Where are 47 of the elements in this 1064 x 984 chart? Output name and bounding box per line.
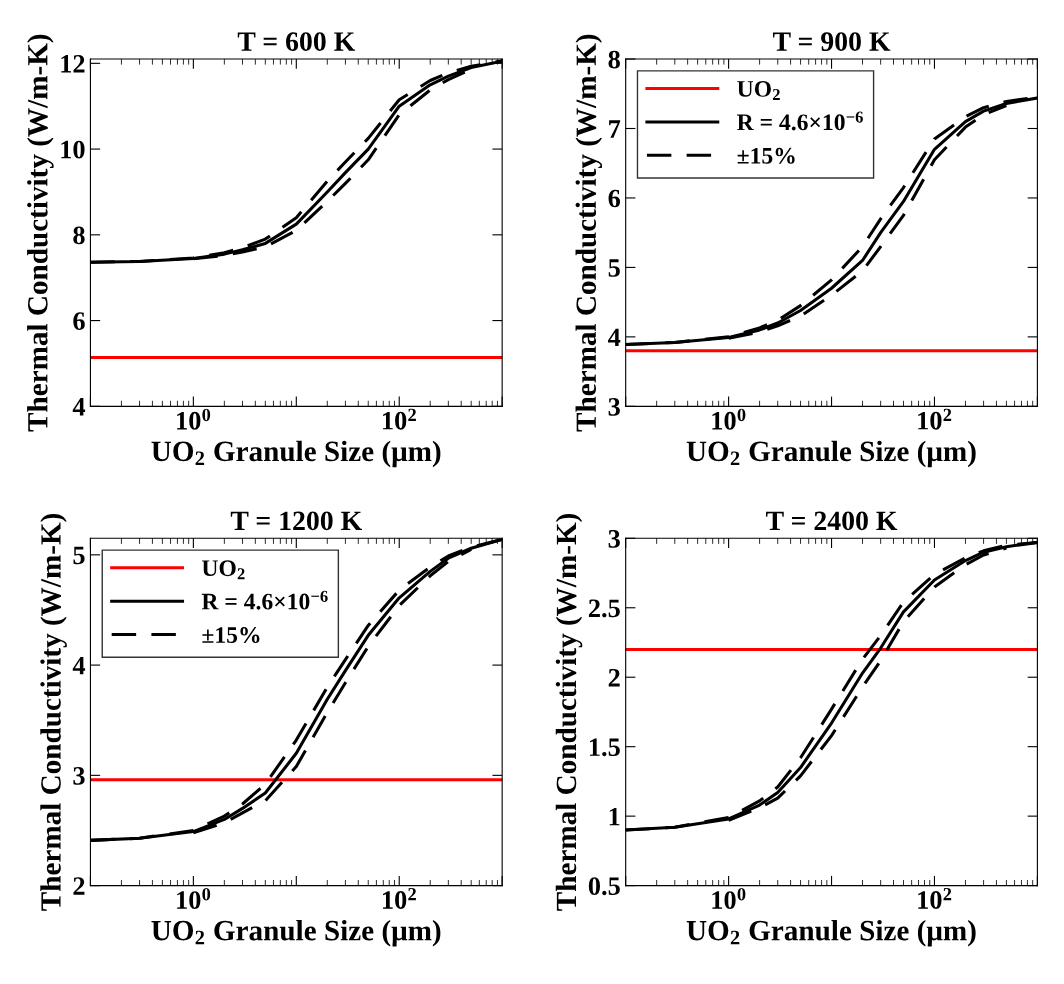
x-tick-label: 10$^{2}$ — [383, 887, 416, 909]
legend-label: ±15% — [202, 627, 260, 644]
legend-label: UO$_{2}$ — [737, 81, 780, 100]
y-tick-label: 8 — [608, 50, 620, 69]
chart-title: T = 900 K — [772, 32, 891, 51]
x-tick-label: 10$^{0}$ — [177, 887, 211, 909]
x-axis-title: UO$_{2}$ Granule Size (μm) — [151, 440, 441, 468]
y-tick-label: 5 — [73, 546, 85, 565]
x-tick-label: 10$^{0}$ — [712, 408, 746, 430]
legend-label: R = 4.6×10$^{−6}$ — [737, 111, 863, 131]
y-tick-label: 3 — [608, 529, 620, 548]
y-tick-label: 6 — [608, 189, 621, 208]
y-tick-label: 7 — [609, 120, 621, 138]
legend-label: ±15% — [737, 147, 795, 164]
x-axis-title: UO$_{2}$ Granule Size (μm) — [686, 919, 976, 947]
x-tick-label: 10$^{0}$ — [177, 408, 211, 430]
y-tick-label: 12 — [61, 55, 85, 73]
y-tick-label: 5 — [608, 259, 620, 277]
y-tick-label: 3 — [608, 398, 620, 416]
legend-label: UO$_{2}$ — [202, 560, 245, 580]
y-tick-label: 2 — [73, 877, 85, 895]
y-tick-label: 0.5 — [588, 877, 620, 896]
y-tick-label: 4 — [607, 328, 621, 347]
y-tick-label: 4 — [72, 656, 86, 675]
y-tick-label: 3 — [73, 767, 85, 785]
y-tick-label: 2 — [608, 668, 620, 687]
x-tick-label: 10$^{2}$ — [918, 408, 952, 430]
y-tick-label: 1.5 — [589, 738, 620, 757]
y-axis-title: Thermal Conductivity (W/m-K) — [555, 513, 583, 911]
x-axis-title: UO$_{2}$ Granule Size (μm) — [151, 919, 441, 947]
y-tick-label: 2.5 — [588, 599, 620, 618]
chart-title: T = 1200 K — [230, 511, 363, 531]
x-axis-title: UO$_{2}$ Granule Size (μm) — [686, 440, 976, 468]
x-tick-label: 10$^{2}$ — [383, 408, 416, 430]
x-tick-label: 10$^{0}$ — [712, 887, 746, 909]
y-tick-label: 8 — [73, 226, 85, 245]
legend-label: R = 4.6×10$^{−6}$ — [201, 590, 328, 610]
chart-title: T = 2400 K — [766, 511, 898, 531]
x-tick-label: 10$^{2}$ — [918, 887, 952, 909]
chart-title: T = 600 K — [237, 32, 356, 51]
y-axis-title: Thermal Conductivity (W/m-K) — [27, 34, 54, 432]
y-axis-title: Thermal Conductivity (W/m-K) — [575, 34, 603, 432]
y-tick-label: 6 — [73, 312, 85, 330]
y-tick-label: 10 — [61, 140, 85, 159]
y-tick-label: 1 — [609, 807, 620, 826]
y-axis-title: Thermal Conductivity (W/m-K) — [40, 513, 67, 911]
y-tick-label: 4 — [72, 398, 86, 416]
